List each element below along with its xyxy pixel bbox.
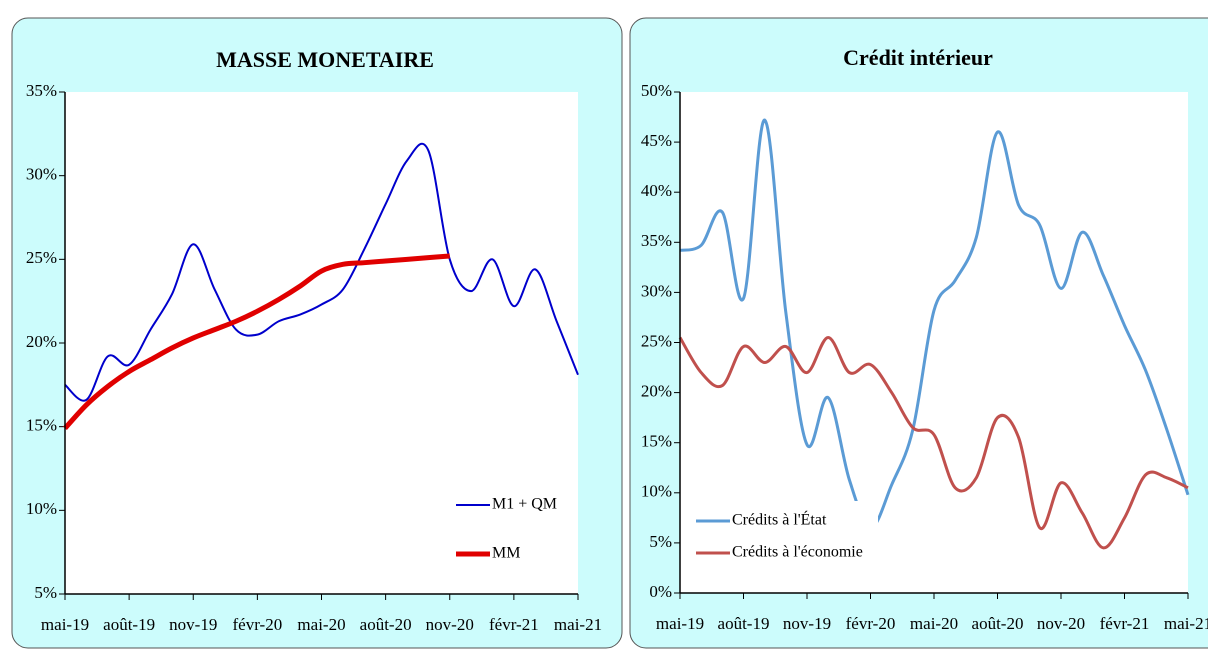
legend-label: M1 + QM	[492, 496, 557, 513]
x-tick-label: août-19	[718, 614, 770, 633]
y-tick-label: 30%	[641, 281, 672, 300]
y-tick-label: 25%	[641, 331, 672, 350]
x-tick-label: févr-20	[233, 615, 283, 634]
x-tick-label: août-20	[360, 615, 412, 634]
x-tick-label: mai-20	[297, 615, 345, 634]
legend-label: Crédits à l'État	[732, 510, 827, 529]
x-tick-label: mai-21	[554, 615, 602, 634]
chart-title: Crédit intérieur	[843, 45, 993, 70]
series-line	[679, 118, 1190, 530]
y-tick-label: 0%	[649, 582, 672, 601]
y-tick-label: 20%	[641, 382, 672, 401]
x-tick-label: mai-20	[910, 614, 958, 633]
x-tick-label: nov-20	[1037, 614, 1085, 633]
series-line	[64, 142, 579, 402]
legend-label: Crédits à l'économie	[732, 544, 863, 561]
y-tick-label: 10%	[26, 499, 57, 518]
chart-title: MASSE MONETAIRE	[216, 47, 434, 72]
x-tick-label: févr-20	[846, 614, 896, 633]
x-tick-label: mai-19	[656, 614, 704, 633]
y-tick-label: 35%	[26, 81, 57, 100]
y-tick-label: 40%	[641, 181, 672, 200]
y-tick-label: 10%	[641, 482, 672, 501]
x-tick-label: août-20	[972, 614, 1024, 633]
x-tick-label: févr-21	[489, 615, 539, 634]
series-line	[63, 253, 450, 431]
y-tick-label: 50%	[641, 81, 672, 100]
x-tick-label: nov-19	[169, 615, 217, 634]
legend-box	[690, 501, 878, 569]
x-tick-label: nov-19	[783, 614, 831, 633]
x-tick-label: févr-21	[1100, 614, 1150, 633]
legend-label: MM	[492, 545, 520, 562]
series-line	[678, 335, 1189, 550]
y-tick-label: 45%	[641, 131, 672, 150]
x-tick-label: nov-20	[426, 615, 474, 634]
y-tick-label: 15%	[641, 432, 672, 451]
x-tick-label: mai-19	[41, 615, 89, 634]
y-tick-label: 25%	[26, 248, 57, 267]
x-tick-label: mai-21	[1164, 614, 1208, 633]
y-tick-label: 5%	[34, 583, 57, 602]
x-tick-label: août-19	[103, 615, 155, 634]
y-tick-label: 5%	[649, 532, 672, 551]
y-tick-label: 30%	[26, 165, 57, 184]
y-tick-label: 20%	[26, 332, 57, 351]
y-tick-label: 15%	[26, 416, 57, 435]
y-tick-label: 35%	[641, 231, 672, 250]
